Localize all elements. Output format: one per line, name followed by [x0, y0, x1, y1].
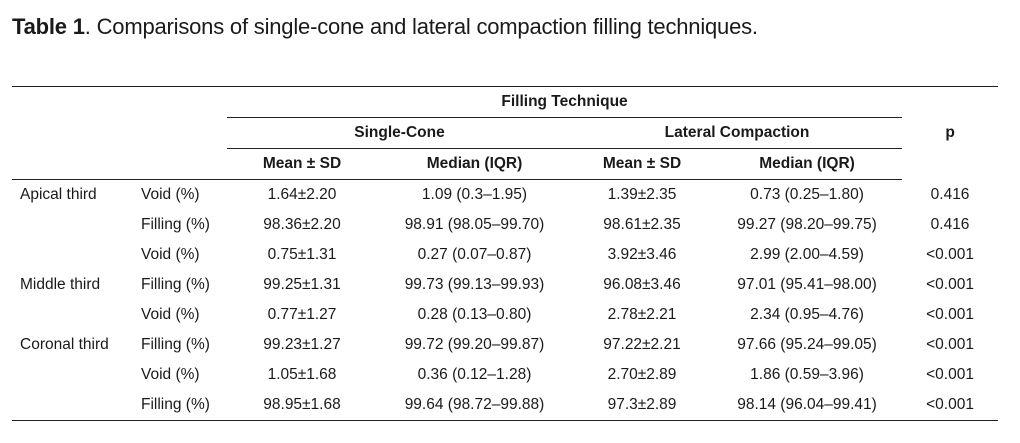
cell-lc-median: 2.34 (0.95–4.76): [750, 306, 864, 323]
cell-lc-mean: 96.08±3.46: [603, 276, 681, 293]
table-row: Void (%) 0.77±1.27 0.28 (0.13–0.80) 2.78…: [12, 300, 998, 330]
cell-region: Middle third: [20, 276, 101, 293]
cell-sc-median: 99.64 (98.72–99.88): [377, 390, 572, 421]
cell-lc-mean: 2.78±2.21: [607, 306, 677, 323]
cell-sc-median: 0.27 (0.07–0.87): [417, 246, 532, 263]
header-row-techniques: Single-Cone Lateral Compaction: [12, 117, 998, 149]
comparison-table: Filling Technique p Single-Cone Lateral …: [12, 86, 999, 421]
cell-measure: Void (%): [141, 366, 200, 383]
cell-measure: Void (%): [141, 306, 200, 323]
cell-p: <0.001: [926, 336, 974, 353]
cell-sc-mean: 98.95±1.68: [227, 390, 377, 421]
header-row-group: Filling Technique p: [12, 86, 999, 180]
cell-sc-median: 99.72 (99.20–99.87): [404, 336, 545, 353]
cell-lc-median: 98.14 (96.04–99.41): [712, 390, 903, 421]
cell-region: [12, 240, 137, 270]
header-sc-median-iqr: Median (IQR): [377, 148, 572, 180]
cell-sc-median: 0.28 (0.13–0.80): [417, 306, 532, 323]
cell-sc-mean: 0.77±1.27: [267, 306, 337, 323]
cell-sc-mean: 99.23±1.27: [263, 336, 341, 353]
cell-measure: Void (%): [141, 186, 200, 203]
header-blank: [137, 86, 227, 118]
table-body: Apical third Void (%) 1.64±2.20 1.09 (0.…: [12, 180, 999, 421]
cell-sc-mean: 1.05±1.68: [267, 366, 337, 383]
header-lc-median-iqr: Median (IQR): [712, 148, 903, 180]
table-caption-text: . Comparisons of single-cone and lateral…: [84, 14, 758, 39]
header-sc-mean-sd: Mean ± SD: [227, 148, 377, 180]
cell-measure: Filling (%): [141, 276, 210, 293]
header-filling-technique: Filling Technique: [227, 86, 903, 118]
header-blank: [137, 148, 227, 180]
header-single-cone: Single-Cone: [227, 117, 572, 149]
table-caption: Table 1. Comparisons of single-cone and …: [12, 14, 758, 40]
cell-sc-median: 1.09 (0.3–1.95): [421, 186, 528, 203]
cell-region: [12, 390, 137, 421]
cell-region: Coronal third: [20, 336, 109, 353]
cell-measure: Filling (%): [141, 216, 210, 233]
cell-lc-median: 1.86 (0.59–3.96): [750, 366, 864, 383]
cell-sc-mean: 1.64±2.20: [267, 186, 337, 203]
cell-lc-mean: 97.3±2.89: [572, 390, 712, 421]
cell-lc-mean: 97.22±2.21: [603, 336, 681, 353]
cell-region: [12, 360, 137, 390]
cell-sc-mean: 99.25±1.31: [263, 276, 341, 293]
table-header: Filling Technique p Single-Cone Lateral …: [12, 86, 999, 180]
cell-sc-median: 99.73 (99.13–99.93): [404, 276, 545, 293]
table-row: Filling (%) 98.95±1.68 99.64 (98.72–99.8…: [12, 390, 999, 421]
header-blank: [12, 118, 137, 149]
header-row-stats: Mean ± SD Median (IQR) Mean ± SD Median …: [12, 148, 998, 180]
cell-region: [12, 300, 137, 330]
cell-lc-median: 99.27 (98.20–99.75): [737, 216, 877, 233]
cell-lc-median: 97.66 (95.24–99.05): [737, 336, 877, 353]
cell-p: 0.416: [930, 216, 970, 233]
header-blank: [12, 86, 137, 118]
cell-p: <0.001: [926, 276, 974, 293]
cell-p: <0.001: [926, 246, 974, 263]
cell-sc-mean: 0.75±1.31: [267, 246, 337, 263]
table-row: Void (%) 1.05±1.68 0.36 (0.12–1.28) 2.70…: [12, 360, 998, 390]
cell-measure: Filling (%): [137, 390, 227, 421]
table-row: Void (%) 0.75±1.31 0.27 (0.07–0.87) 3.92…: [12, 240, 998, 270]
cell-lc-median: 2.99 (2.00–4.59): [750, 246, 864, 263]
table-label: Table 1: [12, 14, 85, 39]
header-lateral-compaction: Lateral Compaction: [572, 117, 903, 149]
cell-p: 0.416: [930, 185, 970, 203]
cell-sc-median: 98.91 (98.05–99.70): [404, 216, 545, 233]
header-p: p: [902, 86, 999, 180]
table-row: Apical third Void (%) 1.64±2.20 1.09 (0.…: [12, 180, 998, 211]
cell-p: <0.001: [926, 306, 974, 323]
cell-lc-median: 97.01 (95.41–98.00): [737, 276, 877, 293]
cell-measure: Filling (%): [141, 336, 210, 353]
table-row: Middle third Filling (%) 99.25±1.31 99.7…: [12, 270, 998, 300]
cell-lc-median: 0.73 (0.25–1.80): [750, 186, 864, 203]
cell-lc-mean: 3.92±3.46: [607, 246, 677, 263]
cell-lc-mean: 2.70±2.89: [607, 366, 677, 383]
header-lc-mean-sd: Mean ± SD: [572, 148, 712, 180]
table-row: Filling (%) 98.36±2.20 98.91 (98.05–99.7…: [12, 210, 998, 240]
header-blank: [137, 118, 227, 149]
cell-p: <0.001: [926, 366, 974, 383]
cell-sc-mean: 98.36±2.20: [263, 216, 341, 233]
table-row: Coronal third Filling (%) 99.23±1.27 99.…: [12, 330, 998, 360]
cell-lc-mean: 1.39±2.35: [607, 186, 677, 203]
cell-p: <0.001: [902, 390, 999, 421]
cell-sc-median: 0.36 (0.12–1.28): [417, 366, 532, 383]
cell-region: [12, 210, 137, 240]
cell-measure: Void (%): [141, 246, 200, 263]
cell-lc-mean: 98.61±2.35: [603, 216, 681, 233]
cell-region: Apical third: [20, 186, 97, 203]
header-blank: [12, 148, 137, 180]
